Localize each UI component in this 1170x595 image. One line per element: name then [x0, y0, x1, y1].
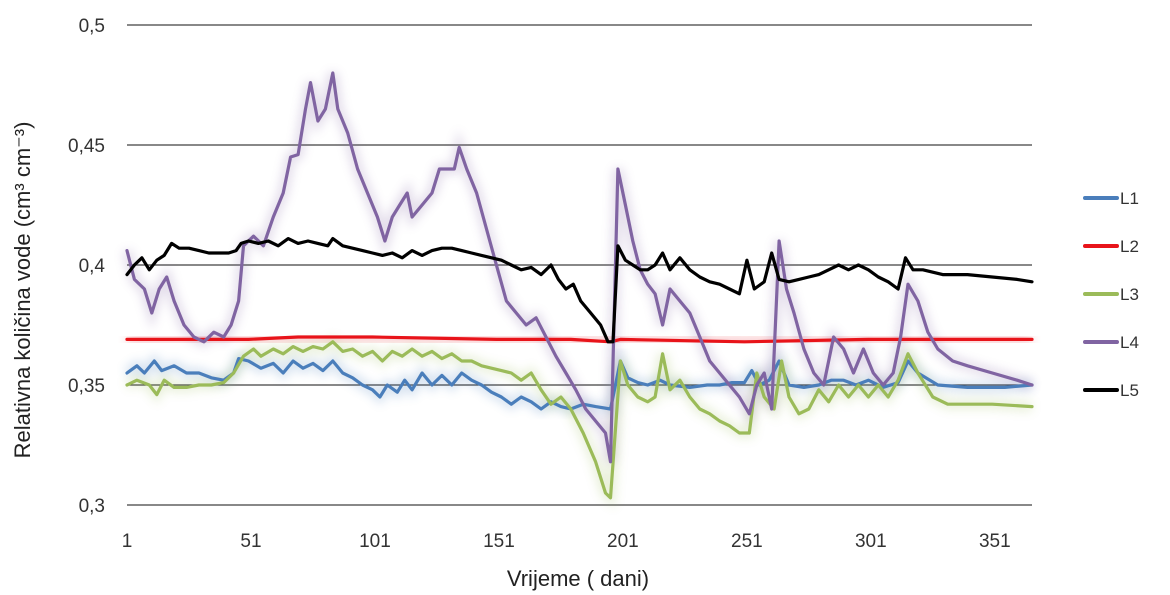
x-axis-ticks: 1 51 101 151 201 251 301 351 — [122, 531, 1011, 552]
series-line-l1 — [125, 357, 1034, 411]
legend-label-l5: L5 — [1120, 381, 1139, 400]
series-line-l5 — [125, 237, 1034, 344]
y-tick-label: 0,5 — [79, 16, 105, 37]
x-tick-label: 101 — [359, 531, 391, 552]
y-tick-label: 0,35 — [68, 376, 105, 397]
x-tick-label: 151 — [483, 531, 515, 552]
x-tick-label: 1 — [122, 531, 133, 552]
legend-label-l1: L1 — [1120, 189, 1139, 208]
legend-label-l2: L2 — [1120, 237, 1139, 256]
y-tick-label: 0,4 — [79, 256, 106, 277]
series-line-l2 — [125, 335, 1034, 344]
y-tick-label: 0,3 — [79, 496, 105, 517]
series-line-l4 — [125, 71, 1034, 464]
series-lines — [125, 71, 1034, 500]
legend: L1 L2 L3 L4 L5 — [1083, 189, 1139, 400]
x-tick-label: 251 — [731, 531, 763, 552]
series-line-l3 — [125, 340, 1034, 500]
y-axis-title: Relativna količina vode (cm³ cm⁻³) — [10, 122, 35, 459]
x-tick-label: 351 — [979, 531, 1011, 552]
y-axis-ticks: 0,5 0,45 0,4 0,35 0,3 — [68, 16, 105, 517]
x-tick-label: 51 — [240, 531, 261, 552]
series-glow-l4 — [122, 71, 1034, 463]
series-glow — [122, 71, 1034, 509]
x-axis-title: Vrijeme ( dani) — [507, 566, 649, 591]
y-tick-label: 0,45 — [68, 136, 105, 157]
legend-label-l3: L3 — [1120, 285, 1139, 304]
legend-label-l4: L4 — [1120, 333, 1139, 352]
x-tick-label: 201 — [607, 531, 639, 552]
x-tick-label: 301 — [855, 531, 887, 552]
